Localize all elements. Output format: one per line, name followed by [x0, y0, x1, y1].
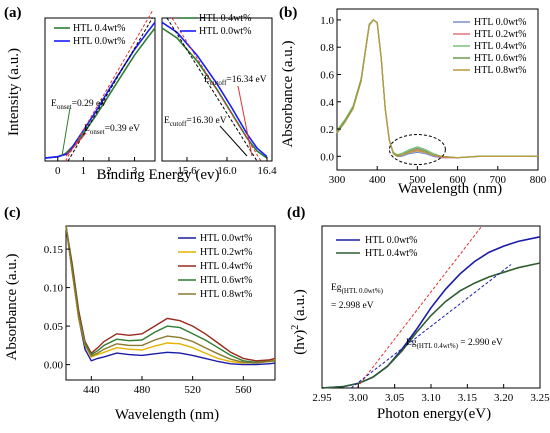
panel-b-ytick-label: 0.2 — [320, 124, 334, 136]
panel-a-arrow-4 — [219, 125, 248, 157]
panel-d-eg-value-1: = 2.998 eV — [331, 301, 374, 311]
panel-a-right-xtick-label: 15.6 — [177, 165, 197, 177]
panel-a-right-legend-label: HTL 0.0wt% — [199, 26, 251, 37]
panel-d-legend-label: HTL 0.4wt% — [365, 248, 417, 259]
panel-a-right-legend-label: HTL 0.4wt% — [199, 13, 251, 24]
panel-a-left-xtick-label: 3 — [132, 165, 138, 177]
panel-a-label: (a) — [4, 5, 22, 21]
panel-a-arrow-3 — [237, 85, 253, 157]
panel-d-series-1 — [321, 262, 541, 389]
panel-a-right-xtick-label: 16.4 — [257, 165, 277, 177]
panel-c-legend-label: HTL 0.0wt% — [200, 233, 252, 244]
panel-a-onset-annotation-1: Eonset=0.29 eV — [51, 99, 107, 111]
panel-b-legend-label: HTL 0.0wt% — [474, 17, 526, 28]
panel-b-series-4 — [336, 19, 538, 159]
panel-a-right-tangent-red — [171, 17, 262, 162]
panel-c-label: (c) — [4, 205, 21, 221]
panel-d-xlabel: Photon energy(eV) — [377, 406, 491, 422]
panel-d-xtick-label: 3.15 — [458, 392, 478, 404]
panel-a-right-series-0 — [161, 27, 268, 159]
panel-a-left-series-1 — [44, 21, 156, 159]
panel-d-series-0 — [321, 236, 541, 389]
panel-c-ytick-label: 0.05 — [44, 321, 64, 333]
panel-a-left-legend-label: HTL 0.0wt% — [73, 36, 125, 47]
panel-c-frame — [65, 225, 276, 381]
panel-a-xlabel: Binding Energy (ev) — [96, 167, 219, 183]
panel-c-legend-label: HTL 0.8wt% — [200, 289, 252, 300]
panel-b-legend-label: HTL 0.8wt% — [474, 65, 526, 76]
panel-a-right-series-1 — [161, 21, 268, 158]
panel-c-xtick-label: 560 — [235, 384, 252, 396]
panel-c-ytick-label: 0.00 — [44, 360, 64, 372]
plot-layer: 0 1 2 3 HTL 0.4wt% HTL 0.0wt% Eonset=0.29 eV Eo… — [44, 8, 550, 404]
panel-a-arrow-1 — [61, 107, 71, 157]
panel-c-legend-label: HTL 0.4wt% — [200, 261, 252, 272]
panel-b-legend-label: HTL 0.6wt% — [474, 53, 526, 64]
panel-b-xtick-label: 700 — [490, 174, 507, 186]
panel-c-ylabel: Absorbance (a.u.) — [4, 253, 20, 360]
panel-b-legend-label: HTL 0.2wt% — [474, 29, 526, 40]
panel-b-ytick-label: 1.0 — [320, 15, 334, 27]
panel-b-xtick-label: 400 — [369, 174, 386, 186]
panel-c-xtick-label: 440 — [83, 384, 100, 396]
panel-b-xtick-label: 800 — [530, 174, 547, 186]
panel-d-tangent-blue — [350, 264, 512, 389]
panel-c-legend-label: HTL 0.2wt% — [200, 247, 252, 258]
panel-a-left-xtick-label: 2 — [106, 165, 112, 177]
panel-a-left-legend-label: HTL 0.4wt% — [73, 23, 125, 34]
panel-b-xtick-label: 500 — [409, 174, 426, 186]
panel-d-tangent-red — [356, 225, 483, 389]
panel-d-legend-label: HTL 0.0wt% — [365, 235, 417, 246]
panel-a-arrow-2 — [65, 132, 87, 157]
panel-a-right-frame — [161, 17, 273, 162]
panel-a-left-xtick-label: 1 — [81, 165, 87, 177]
panel-b-legend-label: HTL 0.4wt% — [474, 41, 526, 52]
panel-b-ytick-label: 0.4 — [320, 97, 334, 109]
panel-b-ylabel: Absorbance (a.u.) — [280, 40, 296, 147]
panel-d-xtick-label: 3.10 — [421, 392, 441, 404]
panel-a-onset-annotation-2: Eonset=0.39 eV — [84, 124, 140, 136]
panel-b-ytick-label: 0.6 — [320, 69, 334, 81]
panel-c-legend-label: HTL 0.6wt% — [200, 275, 252, 286]
panel-c-ytick-label: 0.15 — [44, 244, 64, 256]
panel-a-left-xtick-label: 0 — [55, 165, 61, 177]
panel-d-xtick-label: 3.05 — [385, 392, 405, 404]
panel-a-ylabel: Intensity (a.u.) — [6, 48, 22, 136]
panel-a-cutoff-annotation-1: Ecutoff=16.34 eV — [204, 75, 267, 87]
panel-b-ytick-label: 0.8 — [320, 42, 334, 54]
panel-d-xtick-label: 3.25 — [530, 392, 550, 404]
panel-a-tangent-red — [65, 10, 153, 162]
panel-a-cutoff-annotation-2: Ecutoff=16.30 eV — [164, 116, 227, 128]
panel-c-series-2 — [65, 225, 276, 362]
panel-d-ylabel: (hv)2 (a.u.) — [290, 289, 308, 354]
panel-c-series-0 — [65, 225, 276, 366]
panel-d-xtick-label: 3.20 — [494, 392, 514, 404]
panel-d-xtick-label: 3.00 — [349, 392, 369, 404]
panel-a-right-xtick-label: 16.0 — [217, 165, 237, 177]
panel-c-xtick-label: 520 — [184, 384, 201, 396]
panel-d-eg-annotation-1: Eg(HTL 0.0wt%) — [331, 283, 384, 295]
panel-d-xtick-label: 2.95 — [312, 392, 332, 404]
panel-b-ytick-label: 0.0 — [320, 151, 334, 163]
panel-d-eg-annotation-2: Eg(HTL 0.4wt%) = 2.990 eV — [406, 338, 503, 350]
panel-b-xtick-label: 300 — [329, 174, 346, 186]
panel-a-left-series-0 — [44, 27, 156, 159]
panel-b-xlabel: Wavelength (nm) — [398, 181, 502, 197]
panel-c-xtick-label: 480 — [134, 384, 151, 396]
panel-c-ytick-label: 0.10 — [44, 283, 64, 295]
panel-c-xlabel: Wavelength (nm) — [115, 407, 219, 423]
panel-b-frame — [336, 8, 539, 171]
panel-b-label: (b) — [279, 5, 297, 21]
panel-a-right-tangent-black — [166, 17, 258, 162]
panel-c-series-4 — [65, 225, 276, 364]
panel-b-xtick-label: 600 — [449, 174, 466, 186]
panel-a-left-frame — [44, 17, 156, 162]
panel-b-highlight-ellipse — [388, 134, 446, 166]
panel-d-label: (d) — [287, 205, 305, 221]
panel-c-series-3 — [65, 225, 276, 364]
